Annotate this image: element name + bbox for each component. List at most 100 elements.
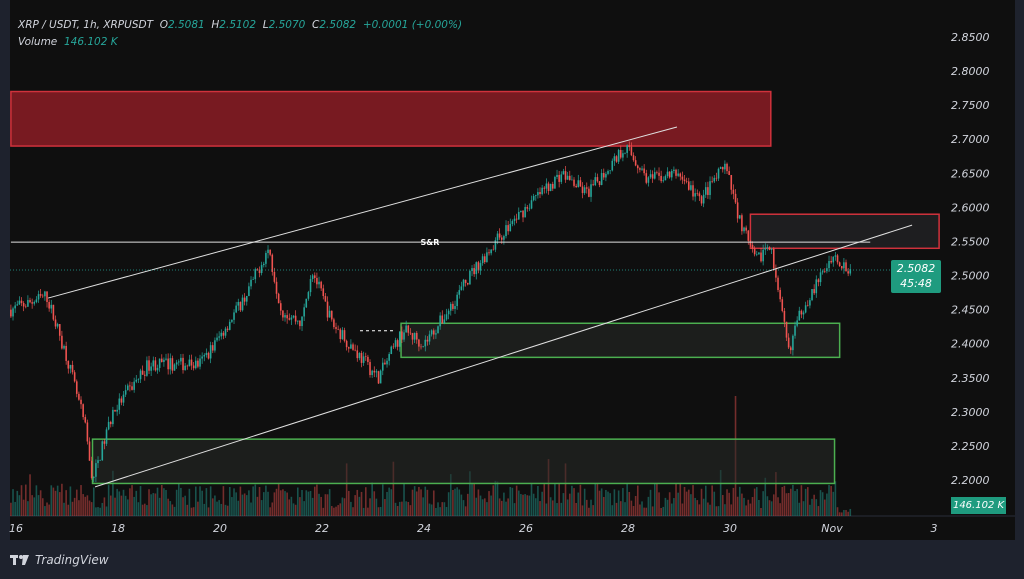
candle-body	[29, 300, 31, 303]
candle-body	[367, 356, 369, 363]
candle-body	[668, 171, 671, 178]
candle-body	[736, 202, 739, 219]
candle-body	[775, 268, 777, 278]
volume-bar	[464, 506, 467, 516]
candle-body	[141, 370, 144, 375]
volume-bar	[568, 493, 571, 516]
volume-bar	[520, 494, 522, 516]
time-tick-label: 18	[111, 522, 125, 535]
candle-body	[821, 271, 824, 273]
candle-body	[760, 252, 762, 262]
volume-bar	[613, 489, 616, 516]
volume-bar	[683, 486, 686, 516]
candle-body	[692, 185, 694, 197]
volume-bar	[456, 487, 458, 516]
volume-bar	[243, 493, 246, 516]
volume-bar	[75, 489, 78, 516]
candle-body	[250, 279, 252, 287]
volume-bar	[575, 503, 577, 516]
volume-bar	[29, 474, 31, 516]
candle-body	[48, 302, 50, 309]
candle-body	[320, 281, 322, 289]
candle-body	[777, 277, 779, 290]
candle-body	[203, 355, 206, 357]
volume-bar	[184, 495, 186, 516]
volume-bar	[692, 485, 694, 516]
volume-bar	[766, 496, 769, 516]
volume-bar	[522, 494, 524, 516]
volume-bar	[815, 499, 818, 516]
candle-body	[611, 160, 614, 171]
candle-body	[384, 362, 386, 365]
candle-body	[226, 328, 229, 330]
candle-body	[396, 340, 399, 347]
candle-body	[743, 227, 745, 232]
candle-body	[207, 352, 210, 359]
candle-body	[488, 252, 490, 254]
volume-bar	[296, 487, 299, 516]
volume-bar	[585, 499, 588, 516]
time-tick-label: 20	[213, 522, 227, 535]
tradingview-logo[interactable]: TradingView	[10, 553, 109, 567]
volume-bar	[717, 506, 720, 516]
volume-bar	[90, 502, 93, 516]
candle-body	[445, 314, 448, 320]
candle-body	[31, 302, 33, 304]
volume-bar	[658, 492, 660, 516]
candle-body	[360, 352, 363, 363]
volume-bar	[728, 492, 730, 516]
volume-bar	[486, 502, 488, 516]
volume-bar	[732, 487, 735, 516]
time-axis[interactable]: 16 18 20 22 24 26 28 30 Nov 3	[9, 522, 938, 535]
open-value: 2.5081	[167, 19, 205, 31]
candle-body	[333, 319, 335, 328]
price-tick-label: 2.8000	[951, 65, 990, 78]
supply-zone-small	[749, 213, 940, 250]
volume-bar	[288, 499, 291, 516]
time-tick-label: 16	[9, 522, 23, 535]
volume-bar	[148, 489, 150, 516]
candle-body	[14, 305, 16, 309]
volume-bar	[63, 502, 65, 516]
volume-bar	[677, 492, 679, 516]
high-label: H	[211, 19, 220, 31]
volume-bar	[719, 470, 722, 516]
candle-body	[97, 460, 99, 464]
volume-bar	[71, 501, 74, 516]
candle-body	[309, 279, 312, 293]
candle-body	[847, 271, 849, 274]
volume-bar	[469, 471, 471, 516]
volume-bar	[95, 507, 97, 516]
channel-lower-line	[94, 224, 913, 488]
volume-bar	[409, 505, 412, 516]
volume-bar	[447, 492, 450, 516]
candle-body	[75, 381, 78, 394]
volume-bar	[526, 495, 529, 516]
candle-body	[683, 179, 686, 182]
volume-bar	[596, 483, 599, 516]
volume-bar	[598, 490, 601, 516]
volume-bar	[398, 501, 401, 516]
price-axis[interactable]: 2.8500 2.8000 2.7500 2.7000 2.6500 2.6000 2.55…	[951, 31, 990, 487]
candle-body	[787, 337, 790, 348]
candle-body	[613, 156, 616, 161]
volume-bar	[48, 504, 50, 516]
candle-body	[154, 360, 157, 371]
volume-bar	[211, 498, 214, 516]
candle-body	[371, 370, 373, 375]
volume-bar	[369, 498, 371, 516]
volume-bar	[41, 498, 44, 516]
candle-body	[218, 336, 220, 338]
volume-bar	[367, 507, 369, 516]
candle-body	[133, 381, 135, 390]
volume-value: 146.102 K	[63, 36, 118, 48]
volume-bar	[137, 502, 140, 516]
candle-body	[630, 147, 633, 156]
candle-body	[292, 315, 295, 318]
volume-bar	[377, 507, 380, 516]
candles	[10, 141, 852, 483]
volume-bar	[745, 505, 747, 516]
volume-bar	[92, 487, 95, 516]
candle-body	[120, 398, 123, 403]
